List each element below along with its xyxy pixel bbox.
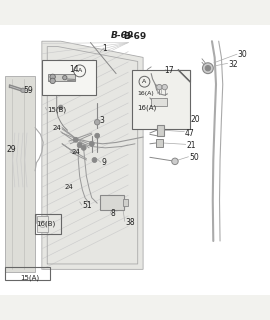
Circle shape: [81, 145, 86, 150]
Bar: [35, 214, 61, 234]
Circle shape: [202, 63, 213, 74]
Text: 21: 21: [186, 141, 196, 150]
Polygon shape: [5, 76, 35, 272]
Text: 16(B): 16(B): [36, 220, 56, 227]
Bar: [123, 199, 128, 206]
Text: 24: 24: [65, 184, 73, 190]
Bar: [37, 216, 48, 232]
Text: 47: 47: [185, 129, 195, 138]
Text: 8: 8: [111, 210, 116, 219]
Polygon shape: [9, 85, 23, 92]
Bar: [151, 98, 167, 106]
Text: 9: 9: [101, 158, 106, 167]
Circle shape: [73, 137, 78, 142]
Text: 15(B): 15(B): [47, 107, 66, 113]
Text: A: A: [77, 68, 82, 73]
Text: A: A: [142, 79, 147, 84]
Polygon shape: [178, 69, 190, 82]
Text: 29: 29: [7, 145, 16, 154]
Circle shape: [162, 84, 167, 90]
Polygon shape: [42, 41, 143, 269]
Circle shape: [21, 88, 25, 92]
Text: 1: 1: [103, 44, 107, 53]
Text: 59: 59: [23, 86, 33, 95]
Bar: [132, 69, 190, 129]
Text: 50: 50: [189, 153, 199, 162]
Text: 17: 17: [165, 67, 174, 76]
Circle shape: [205, 66, 211, 71]
Text: 15(A): 15(A): [20, 274, 39, 281]
Circle shape: [59, 105, 63, 109]
Circle shape: [95, 133, 100, 138]
Circle shape: [50, 74, 55, 80]
Bar: [157, 125, 164, 136]
Circle shape: [92, 157, 97, 163]
Text: 51: 51: [82, 201, 92, 211]
Text: B-69: B-69: [111, 31, 134, 40]
Text: 3: 3: [100, 116, 105, 125]
Circle shape: [94, 119, 100, 125]
Circle shape: [50, 78, 55, 84]
Circle shape: [157, 84, 162, 90]
Text: 24: 24: [72, 149, 80, 155]
Text: 16(A): 16(A): [137, 91, 154, 96]
Bar: [42, 60, 96, 95]
Circle shape: [89, 141, 94, 146]
Text: 30: 30: [238, 50, 247, 59]
Text: B-69: B-69: [123, 32, 146, 41]
Text: 14: 14: [69, 65, 79, 74]
Bar: [5, 267, 50, 280]
Text: 20: 20: [190, 115, 200, 124]
Circle shape: [172, 158, 178, 164]
Text: 38: 38: [126, 218, 135, 227]
Text: 32: 32: [228, 60, 238, 69]
Bar: [156, 139, 163, 147]
Text: 16(A): 16(A): [138, 104, 157, 111]
Bar: [100, 195, 124, 210]
Bar: [48, 74, 75, 81]
Circle shape: [63, 76, 67, 80]
Circle shape: [77, 143, 82, 148]
Text: 24: 24: [53, 124, 61, 131]
